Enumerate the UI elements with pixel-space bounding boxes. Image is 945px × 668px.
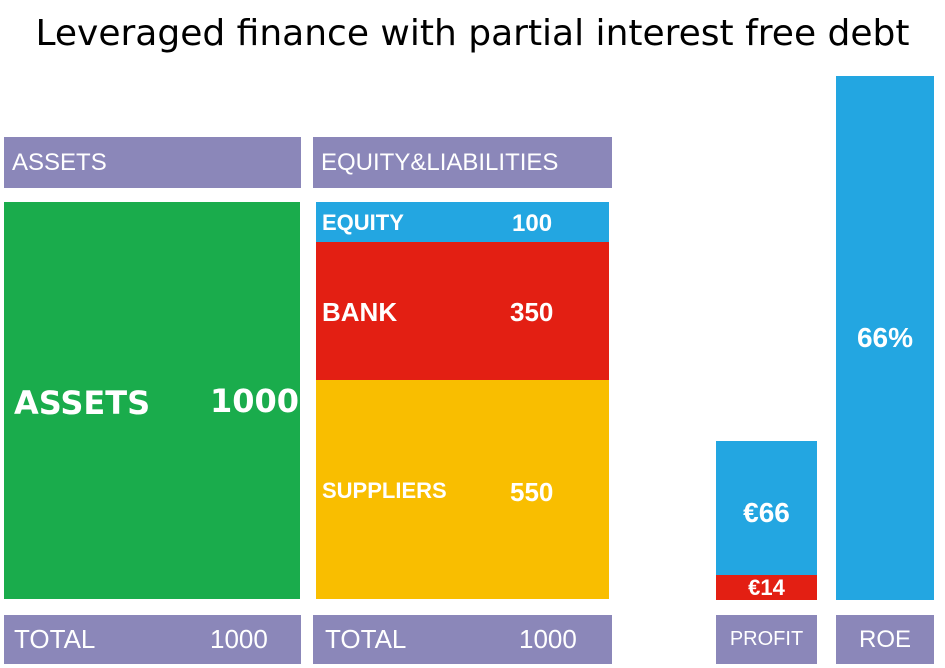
roe-label-bar: ROE [836, 615, 934, 664]
interest-value: €14 [748, 575, 785, 600]
suppliers-label: SUPPLIERS [322, 478, 447, 503]
bank-block: BANK 350 [316, 242, 609, 380]
roe-label: ROE [858, 625, 911, 653]
equity-block: EQUITY 100 [316, 202, 609, 242]
bank-value: 350 [510, 297, 554, 327]
assets-header-label: ASSETS [12, 148, 107, 176]
assets-total-label: TOTAL [14, 624, 96, 654]
assets-total-bar: TOTAL 1000 [4, 615, 301, 664]
profit-label-bar: PROFIT [716, 615, 817, 664]
assets-block-label: ASSETS [14, 384, 151, 422]
profit-bar: €66 [716, 441, 817, 575]
assets-total-value: 1000 [210, 624, 268, 654]
assets-block-value: 1000 [210, 382, 300, 420]
liabilities-total-bar: TOTAL 1000 [313, 615, 612, 664]
liabilities-header-label: EQUITY&LIABILITIES [321, 148, 559, 176]
page-title: Leveraged finance with partial interest … [35, 13, 910, 54]
suppliers-value: 550 [510, 477, 554, 507]
roe-value: 66% [856, 322, 914, 353]
roe-bar: 66% [836, 76, 934, 600]
liabilities-total-value: 1000 [519, 624, 577, 654]
assets-block: ASSETS 1000 [4, 202, 300, 599]
equity-label: EQUITY [322, 210, 404, 235]
profit-value: €66 [743, 497, 790, 528]
suppliers-block: SUPPLIERS 550 [316, 380, 609, 599]
equity-value: 100 [512, 210, 553, 237]
bank-label: BANK [322, 297, 398, 327]
assets-header: ASSETS [4, 137, 301, 188]
liabilities-total-label: TOTAL [325, 624, 407, 654]
interest-bar: €14 [716, 575, 817, 600]
liabilities-header: EQUITY&LIABILITIES [313, 137, 612, 188]
profit-label: PROFIT [729, 628, 804, 650]
